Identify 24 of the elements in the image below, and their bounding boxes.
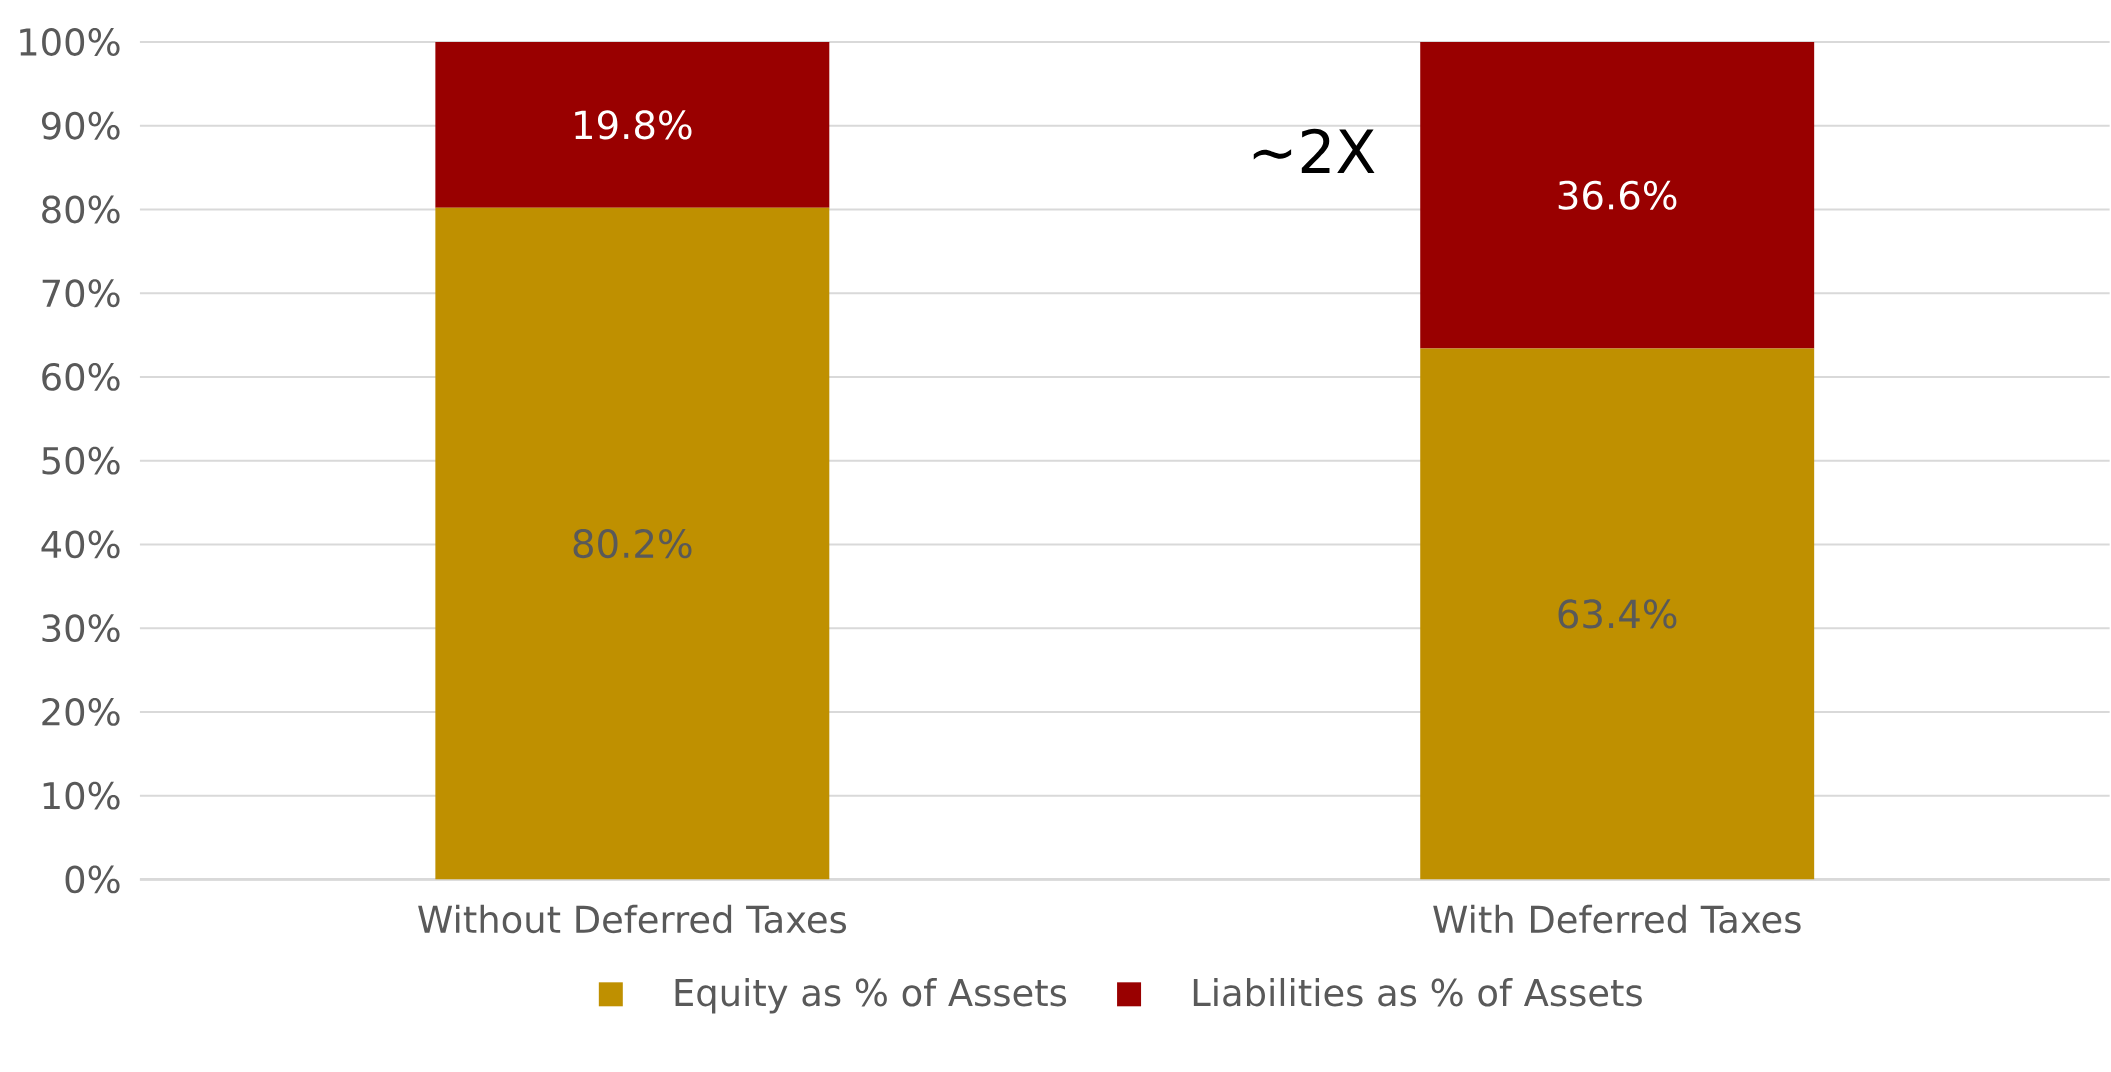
bar (435, 41, 830, 208)
y-tick-label: 70% (42, 279, 120, 307)
y-tick-label: 60% (42, 362, 120, 391)
y-tick-label: 50% (42, 446, 120, 475)
annotation: ~2X (1253, 128, 1375, 173)
bar (435, 207, 830, 880)
y-tick-label: 80% (42, 195, 120, 224)
data-label: 19.8% (575, 110, 692, 140)
bar (1420, 348, 1815, 880)
y-tick-label: 10% (43, 781, 120, 810)
legend-label: Liabilities as % of Assets (1193, 977, 1642, 1007)
legend-label: Equity as % of Assets (675, 977, 1067, 1014)
x-tick-label: Without Deferred Taxes (418, 904, 846, 934)
data-label: 36.6% (1558, 180, 1677, 210)
y-tick-label: 30% (42, 614, 120, 642)
x-tick-label: With Deferred Taxes (1433, 904, 1801, 934)
data-label: 80.2% (573, 528, 692, 559)
data-label: 63.4% (1558, 599, 1677, 629)
y-tick-label: 40% (41, 530, 120, 559)
y-tick-label: 90% (41, 111, 120, 140)
y-tick-label: 0% (65, 865, 120, 894)
y-tick-label: 20% (42, 697, 120, 726)
bar (1420, 41, 1815, 349)
y-tick-label: 100% (20, 27, 120, 56)
